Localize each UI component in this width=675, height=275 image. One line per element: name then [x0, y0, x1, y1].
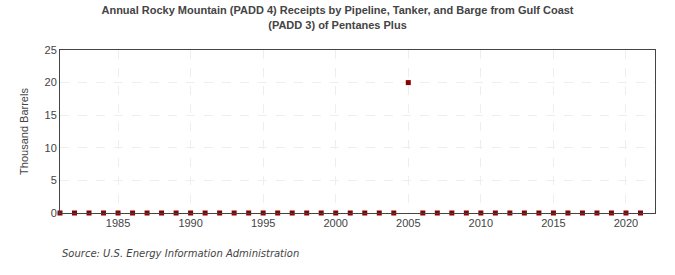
svg-text:Thousand Barrels: Thousand Barrels	[18, 88, 30, 175]
svg-text:2000: 2000	[323, 217, 347, 229]
svg-text:1990: 1990	[178, 217, 202, 229]
svg-text:10: 10	[45, 142, 57, 154]
svg-text:1985: 1985	[106, 217, 130, 229]
svg-text:Annual Rocky Mountain (PADD 4): Annual Rocky Mountain (PADD 4) Receipts …	[101, 4, 573, 30]
svg-text:1995: 1995	[251, 217, 275, 229]
svg-text:2010: 2010	[469, 217, 493, 229]
svg-text:0: 0	[51, 207, 57, 219]
svg-text:2015: 2015	[541, 217, 565, 229]
svg-text:2020: 2020	[614, 217, 638, 229]
svg-text:25: 25	[45, 44, 57, 56]
svg-text:15: 15	[45, 109, 57, 121]
svg-text:5: 5	[51, 174, 57, 186]
svg-text:20: 20	[45, 76, 57, 88]
svg-text:2005: 2005	[396, 217, 420, 229]
svg-text:Source: U.S. Energy Informatio: Source: U.S. Energy Information Administ…	[62, 248, 299, 259]
